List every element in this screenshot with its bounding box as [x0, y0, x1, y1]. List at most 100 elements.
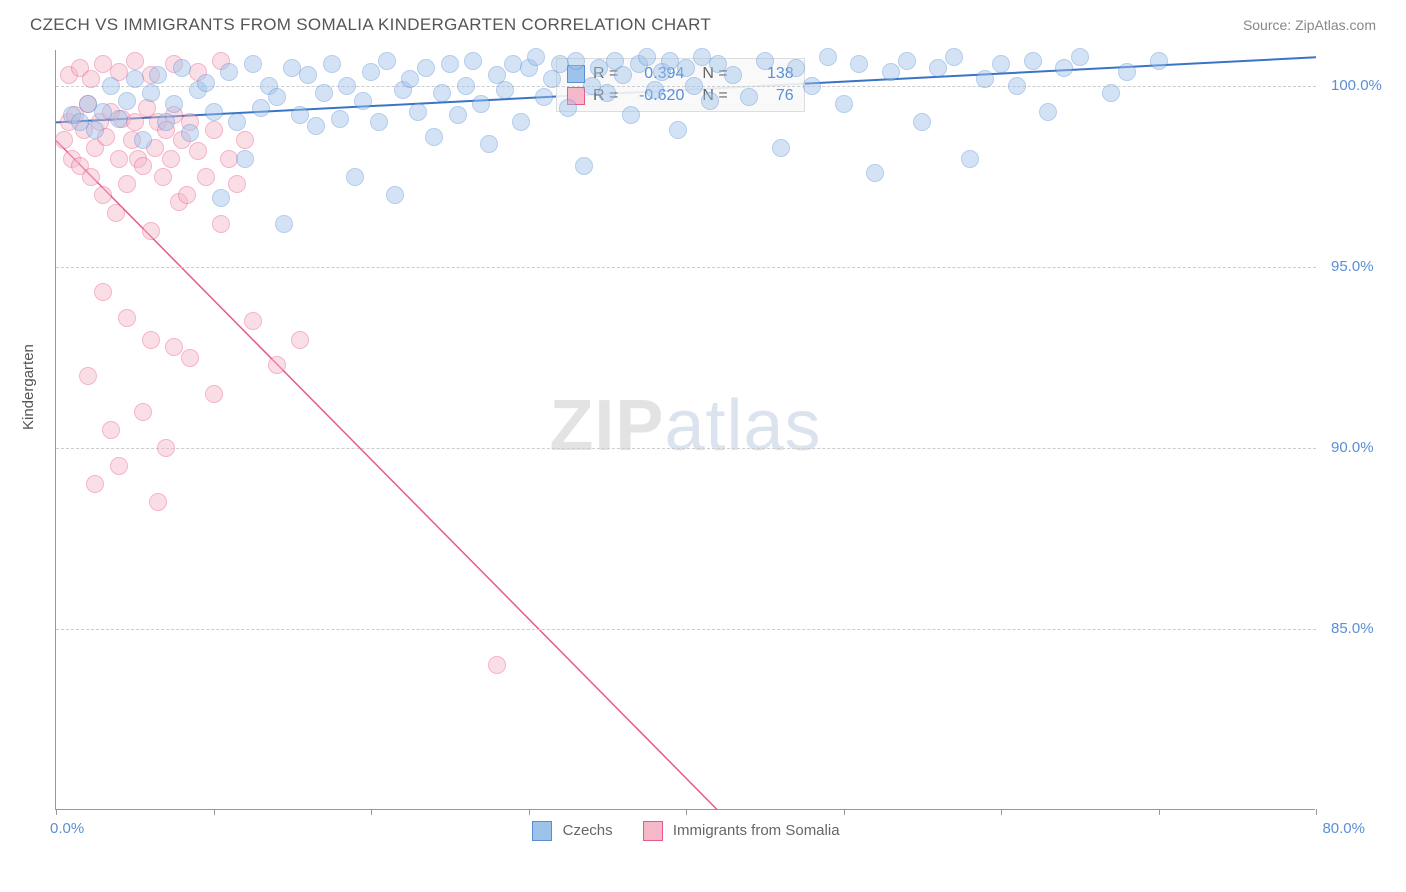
scatter-point [701, 92, 719, 110]
scatter-point [1008, 77, 1026, 95]
scatter-point [1071, 48, 1089, 66]
scatter-point [669, 121, 687, 139]
y-axis-label: Kindergarten [20, 344, 37, 430]
scatter-point [236, 131, 254, 149]
scatter-point [756, 52, 774, 70]
legend-item-czechs: Czechs [532, 821, 612, 841]
scatter-point [457, 77, 475, 95]
scatter-point [882, 63, 900, 81]
legend-swatch-somalia [643, 821, 663, 841]
scatter-point [142, 84, 160, 102]
scatter-point [945, 48, 963, 66]
scatter-point [118, 309, 136, 327]
x-tick [1316, 809, 1317, 815]
scatter-point [331, 110, 349, 128]
scatter-point [740, 88, 758, 106]
scatter-point [291, 331, 309, 349]
scatter-point [614, 66, 632, 84]
scatter-point [291, 106, 309, 124]
scatter-point [378, 52, 396, 70]
x-tick [1159, 809, 1160, 815]
scatter-point [685, 77, 703, 95]
scatter-point [134, 131, 152, 149]
scatter-point [110, 110, 128, 128]
scatter-point [362, 63, 380, 81]
scatter-point [787, 59, 805, 77]
scatter-point [346, 168, 364, 186]
scatter-point [118, 92, 136, 110]
scatter-point [173, 59, 191, 77]
scatter-point [157, 113, 175, 131]
scatter-point [567, 52, 585, 70]
scatter-point [929, 59, 947, 77]
y-tick-label: 90.0% [1331, 439, 1374, 456]
scatter-point [1102, 84, 1120, 102]
scatter-point [898, 52, 916, 70]
scatter-point [212, 215, 230, 233]
scatter-point [162, 150, 180, 168]
scatter-point [268, 88, 286, 106]
scatter-point [559, 99, 577, 117]
gridline [56, 629, 1316, 630]
scatter-point [409, 103, 427, 121]
y-tick-label: 100.0% [1331, 77, 1382, 94]
header: CZECH VS IMMIGRANTS FROM SOMALIA KINDERG… [0, 0, 1406, 45]
scatter-point [244, 55, 262, 73]
scatter-point [913, 113, 931, 131]
scatter-point [646, 81, 664, 99]
scatter-point [244, 312, 262, 330]
scatter-point [86, 475, 104, 493]
scatter-point [110, 457, 128, 475]
scatter-point [197, 74, 215, 92]
scatter-point [236, 150, 254, 168]
scatter-point [134, 403, 152, 421]
scatter-point [142, 222, 160, 240]
scatter-point [386, 186, 404, 204]
scatter-point [157, 439, 175, 457]
scatter-point [181, 124, 199, 142]
scatter-point [82, 168, 100, 186]
scatter-point [496, 81, 514, 99]
scatter-point [134, 157, 152, 175]
scatter-point [449, 106, 467, 124]
scatter-point [575, 157, 593, 175]
scatter-point [126, 113, 144, 131]
scatter-point [441, 55, 459, 73]
scatter-point [992, 55, 1010, 73]
scatter-point [866, 164, 884, 182]
scatter-point [252, 99, 270, 117]
x-tick [214, 809, 215, 815]
scatter-point [142, 331, 160, 349]
scatter-point [189, 142, 207, 160]
scatter-point [165, 338, 183, 356]
scatter-point [1150, 52, 1168, 70]
plot-box: ZIPatlas R = 0.394 N = 138 R = -0.620 N … [55, 50, 1315, 810]
y-tick-label: 95.0% [1331, 258, 1374, 275]
scatter-point [165, 95, 183, 113]
x-tick [371, 809, 372, 815]
scatter-point [512, 113, 530, 131]
scatter-point [307, 117, 325, 135]
scatter-point [850, 55, 868, 73]
x-origin-label: 0.0% [50, 820, 84, 837]
scatter-point [1039, 103, 1057, 121]
scatter-point [205, 385, 223, 403]
chart-area: ZIPatlas R = 0.394 N = 138 R = -0.620 N … [55, 50, 1355, 830]
scatter-point [535, 88, 553, 106]
scatter-point [480, 135, 498, 153]
scatter-point [102, 421, 120, 439]
scatter-point [55, 131, 73, 149]
scatter-point [803, 77, 821, 95]
scatter-point [464, 52, 482, 70]
scatter-point [110, 150, 128, 168]
scatter-point [772, 139, 790, 157]
scatter-point [401, 70, 419, 88]
legend: Czechs Immigrants from Somalia [56, 821, 1316, 841]
scatter-point [433, 84, 451, 102]
scatter-point [472, 95, 490, 113]
gridline [56, 448, 1316, 449]
scatter-point [677, 59, 695, 77]
scatter-point [323, 55, 341, 73]
scatter-point [709, 55, 727, 73]
legend-label-somalia: Immigrants from Somalia [673, 822, 840, 839]
